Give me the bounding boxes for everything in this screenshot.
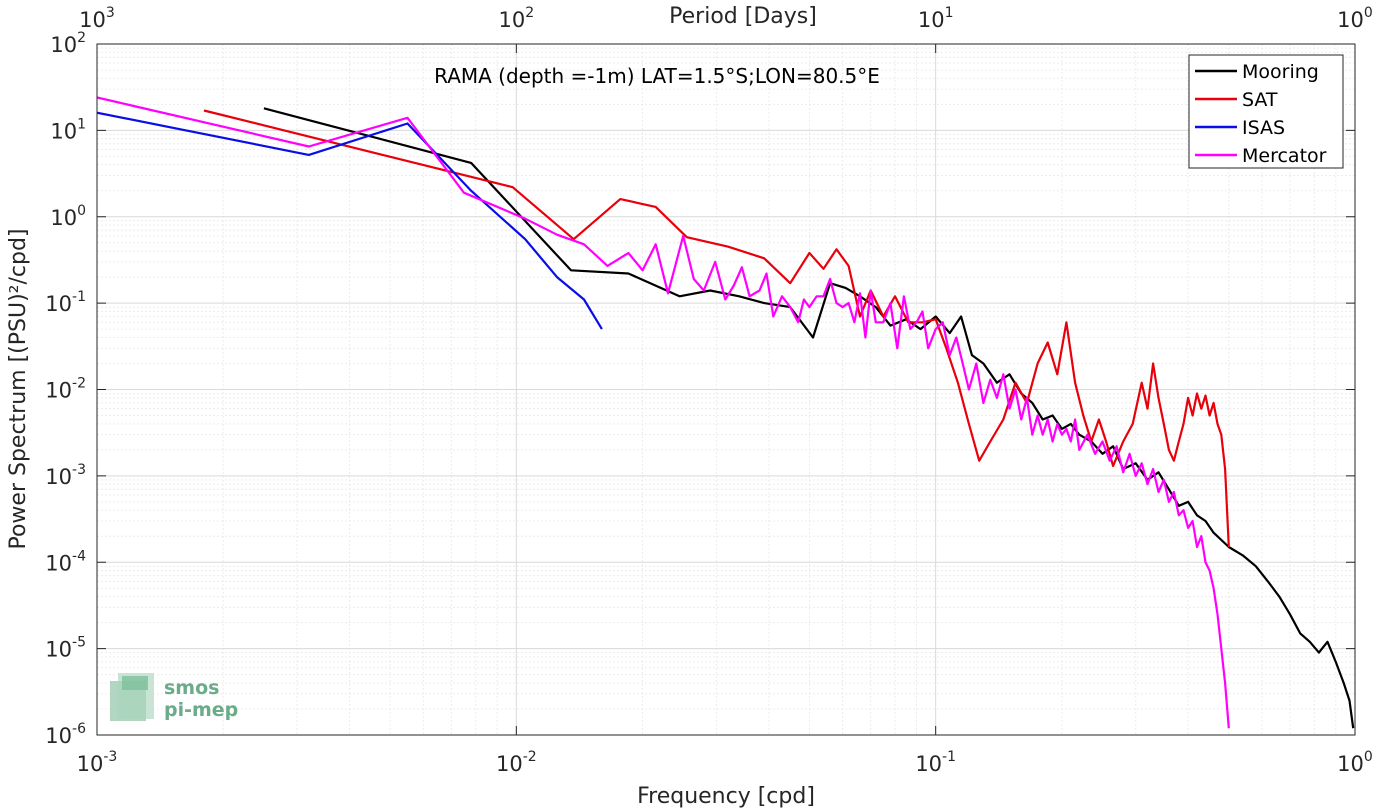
legend-box [1188, 54, 1344, 169]
series-line-isas [97, 111, 603, 330]
series-line-sat [203, 109, 1230, 548]
legend: Mooring SAT ISAS Mercator [1188, 54, 1344, 169]
logo-line1: smos [164, 677, 219, 699]
y-axis-title: Power Spectrum [(PSU)²/cpd] [6, 228, 31, 549]
x-tick-label: 10-2 [496, 749, 537, 776]
legend-label-isas: ISAS [1242, 117, 1285, 139]
series-line-mooring [263, 107, 1355, 729]
legend-label-sat: SAT [1242, 89, 1278, 111]
top-x-tick-label: 103 [79, 5, 115, 32]
grid [96, 44, 1355, 736]
x-tick-label: 10-1 [915, 749, 956, 776]
y-tick-label: 100 [50, 203, 86, 230]
y-tick-label: 10-2 [45, 376, 86, 403]
x-tick-label: 100 [1337, 749, 1373, 776]
y-tick-label: 10-3 [45, 462, 86, 489]
legend-label-mooring: Mooring [1242, 61, 1319, 83]
y-tick-label: 10-5 [45, 635, 86, 662]
top-x-tick-label: 101 [918, 5, 954, 32]
chart-title: RAMA (depth =-1m) LAT=1.5°S;LON=80.5°E [434, 64, 880, 88]
smos-pimep-logo: smos pi-mep [110, 673, 238, 721]
top-x-tick-label: 100 [1337, 5, 1373, 32]
y-tick-label: 10-4 [45, 548, 86, 575]
y-tick-label: 10-6 [45, 721, 86, 748]
top-x-tick-label: 102 [499, 5, 535, 32]
x-axis-title: Frequency [cpd] [637, 784, 815, 809]
series-line-mercator [97, 96, 1230, 729]
x-tick-label: 10-3 [77, 749, 118, 776]
y-tick-label: 102 [50, 30, 86, 57]
legend-label-mercator: Mercator [1242, 145, 1327, 167]
top-axis-title: Period [Days] [669, 4, 817, 29]
y-tick-label: 101 [50, 116, 86, 143]
series-layer [97, 96, 1355, 729]
y-tick-label: 10-1 [45, 289, 86, 316]
logo-line2: pi-mep [164, 699, 238, 721]
